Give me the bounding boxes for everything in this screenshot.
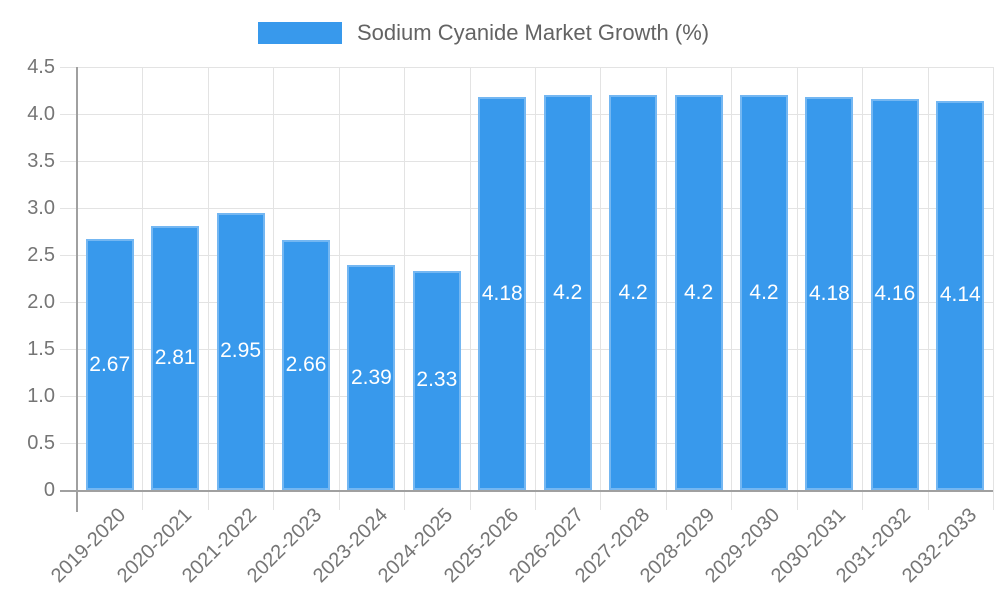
bar-value-label: 4.2 — [618, 280, 648, 304]
h-gridline — [60, 67, 993, 68]
y-axis-tick-label: 2.0 — [27, 291, 55, 313]
x-axis-tick — [665, 490, 667, 510]
v-gridline — [665, 67, 667, 490]
bar-2024-2025[interactable] — [412, 270, 461, 490]
y-axis-tick-label: 3.5 — [27, 150, 55, 172]
bar-value-label: 2.95 — [220, 339, 261, 363]
y-axis-tick-label: 4.5 — [27, 56, 55, 78]
x-axis-tick — [927, 490, 929, 510]
bar-2021-2022[interactable] — [216, 212, 265, 490]
bar-2030-2031[interactable] — [805, 97, 854, 490]
bar-2020-2021[interactable] — [151, 225, 200, 490]
v-gridline — [273, 67, 275, 490]
x-axis-tick — [404, 490, 406, 510]
h-gridline — [60, 396, 993, 397]
h-gridline — [60, 255, 993, 256]
bar-value-label: 2.39 — [350, 365, 392, 389]
v-gridline — [731, 67, 733, 490]
v-gridline — [469, 67, 471, 490]
x-axis-tick — [600, 490, 602, 510]
x-axis-tick — [993, 490, 994, 510]
v-gridline — [993, 67, 994, 490]
v-gridline — [404, 67, 406, 490]
v-gridline — [796, 67, 798, 490]
x-axis-tick — [338, 490, 340, 510]
x-axis-tick — [207, 490, 209, 510]
v-gridline — [862, 67, 864, 490]
v-gridline — [338, 67, 340, 490]
bar-value-label: 2.67 — [89, 352, 131, 376]
bar-2022-2023[interactable] — [282, 239, 330, 490]
bar-2031-2032[interactable] — [870, 98, 919, 490]
v-gridline — [142, 67, 144, 490]
bar-value-label: 2.66 — [285, 352, 327, 376]
y-axis-tick-label: 0.5 — [27, 432, 55, 454]
bar-value-label: 4.18 — [481, 281, 523, 305]
bar-2026-2027[interactable] — [543, 95, 592, 490]
h-gridline — [60, 161, 993, 162]
v-gridline — [927, 67, 929, 490]
legend-swatch — [258, 22, 342, 44]
y-axis-tick-label: 1.5 — [27, 338, 55, 360]
bar-2027-2028[interactable] — [609, 95, 658, 490]
y-axis-tick-label: 1.0 — [27, 385, 55, 407]
h-gridline — [60, 208, 993, 209]
x-axis-tick — [796, 490, 798, 510]
y-axis-line — [76, 67, 78, 512]
y-axis-tick-label: 2.5 — [27, 244, 55, 266]
bar-value-label: 2.81 — [154, 345, 196, 369]
bar-value-label: 4.14 — [939, 283, 981, 307]
bar-value-label: 4.2 — [749, 280, 779, 304]
bar-2029-2030[interactable] — [740, 95, 788, 490]
bar-2032-2033[interactable] — [936, 100, 985, 490]
bar-value-label: 4.2 — [683, 280, 714, 304]
y-axis-tick-label: 3.0 — [27, 197, 55, 219]
h-gridline — [60, 114, 993, 115]
bar-2028-2029[interactable] — [674, 95, 723, 490]
x-axis-tick — [731, 490, 733, 510]
x-axis-tick — [862, 490, 864, 510]
h-gridline — [60, 302, 993, 303]
x-axis-tick — [469, 490, 471, 510]
bar-2025-2026[interactable] — [478, 97, 527, 490]
v-gridline — [535, 67, 536, 490]
x-axis-tick — [535, 490, 536, 510]
x-axis-tick — [273, 490, 275, 510]
bar-value-label: 4.18 — [808, 281, 850, 305]
bar-value-label: 4.2 — [553, 280, 583, 304]
bar-value-label: 2.33 — [416, 368, 458, 392]
legend-item[interactable]: Sodium Cyanide Market Growth (%) — [258, 20, 709, 46]
x-axis-tick — [142, 490, 144, 510]
v-gridline — [600, 67, 602, 490]
bar-value-label: 4.16 — [874, 282, 916, 306]
bar-2019-2020[interactable] — [85, 239, 134, 490]
legend-label: Sodium Cyanide Market Growth (%) — [357, 20, 710, 45]
y-axis-tick-label: 0 — [43, 479, 55, 501]
v-gridline — [207, 67, 209, 490]
y-axis-tick-label: 4.0 — [27, 103, 55, 125]
bar-2023-2024[interactable] — [347, 265, 396, 490]
h-gridline — [60, 349, 993, 350]
x-axis-line — [60, 490, 993, 492]
h-gridline — [60, 443, 993, 444]
